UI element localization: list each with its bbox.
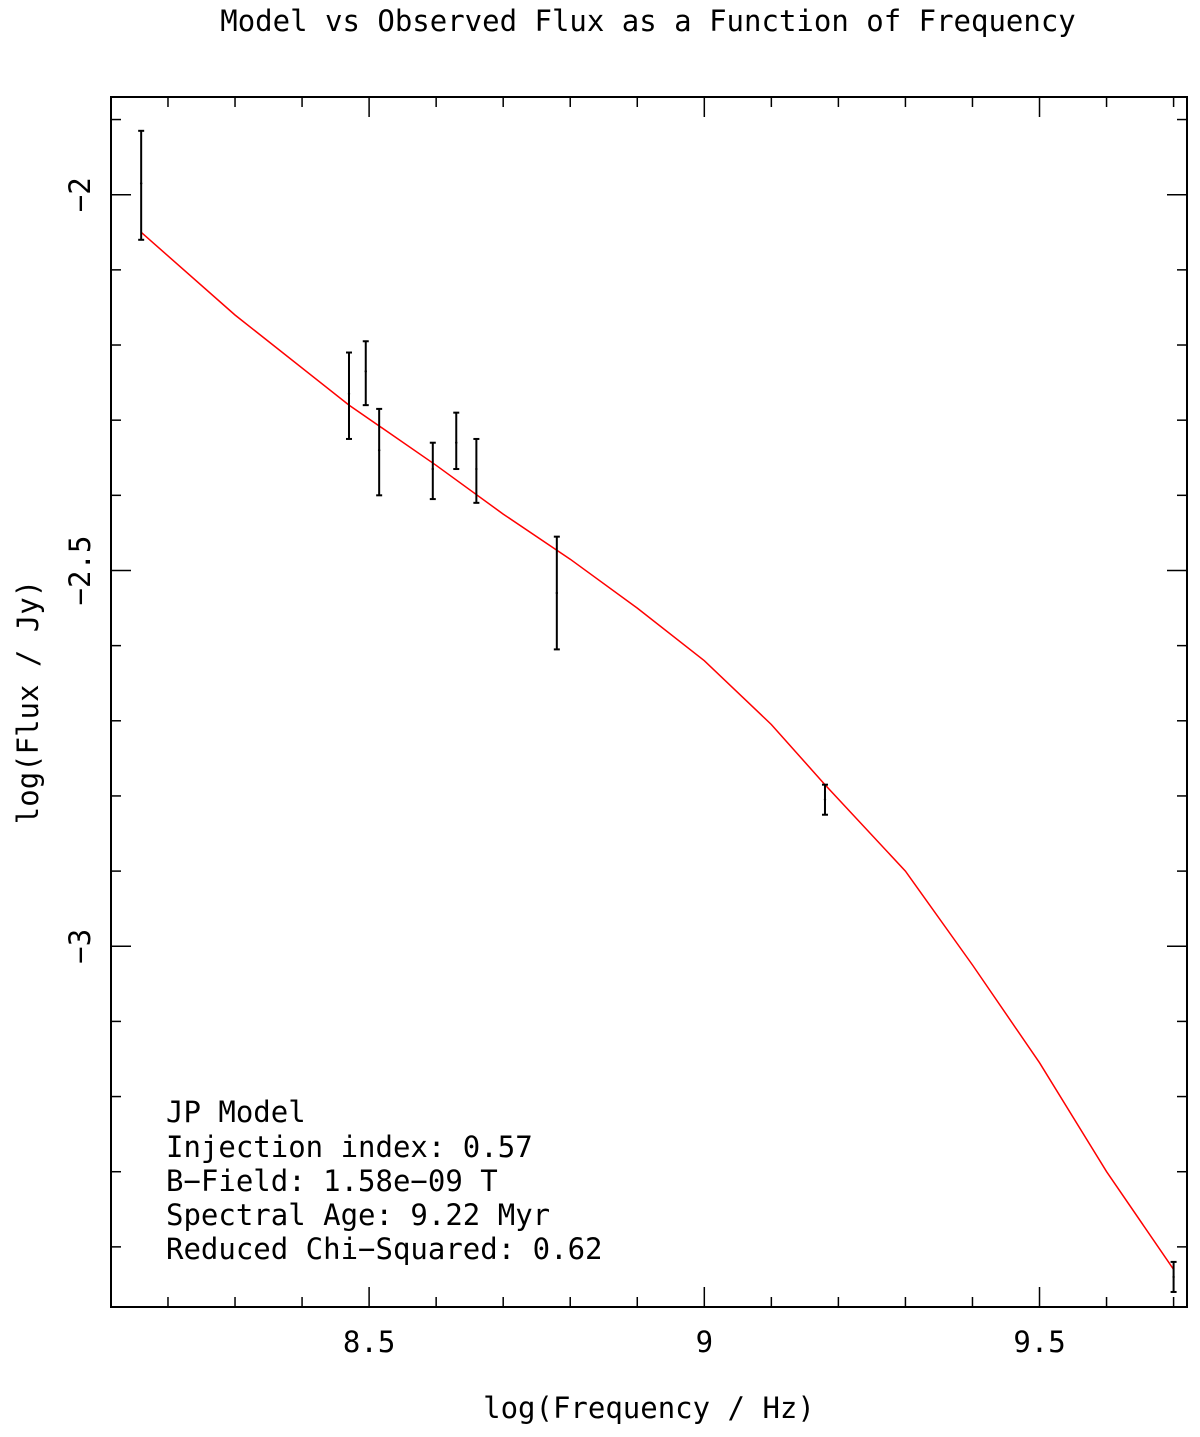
observed-point-0	[138, 129, 145, 241]
annotation-b-field: B−Field: 1.58e−09 T	[166, 1164, 498, 1198]
observed-point-1	[345, 351, 352, 440]
y-tick-label-1: −2.5	[63, 536, 97, 606]
data-point-7	[555, 591, 559, 595]
chart-title: Model vs Observed Flux as a Function of …	[220, 4, 1076, 38]
observed-point-2	[362, 340, 369, 407]
data-point-0	[139, 182, 143, 185]
observed-point-6	[473, 437, 480, 504]
plot-frame	[110, 96, 1188, 1308]
data-point-8	[823, 798, 827, 801]
data-point-1	[347, 392, 351, 396]
observed-point-7	[553, 535, 560, 651]
y-axis-label: log(Flux / Jy)	[11, 580, 45, 824]
observed-point-8	[821, 783, 828, 816]
data-point-3	[377, 449, 381, 452]
y-tick-label-2: −3	[63, 929, 97, 964]
data-point-2	[364, 370, 367, 373]
data-point-5	[455, 441, 458, 444]
data-point-6	[475, 467, 478, 471]
x-tick-label-1: 9	[696, 1325, 713, 1359]
model-annotations: JP Model Injection index: 0.57 B−Field: …	[166, 1095, 603, 1266]
annotation-model: JP Model	[166, 1095, 306, 1129]
annotation-injection-index: Injection index: 0.57	[166, 1130, 533, 1164]
observed-point-9	[1170, 1260, 1177, 1293]
y-tick-label-0: −2	[63, 177, 97, 212]
data-point-4	[431, 467, 434, 471]
annotation-reduced-chi-squared: Reduced Chi−Squared: 0.62	[166, 1232, 603, 1266]
observed-point-5	[453, 411, 460, 471]
x-axis-label: log(Frequency / Hz)	[483, 1391, 815, 1425]
observed-points	[138, 129, 1177, 1293]
model-curve	[140, 231, 1175, 1270]
x-tick-label-2: 9.5	[1013, 1325, 1065, 1359]
annotation-spectral-age: Spectral Age: 9.22 Myr	[166, 1198, 550, 1232]
axis-ticks	[111, 97, 1187, 1307]
x-tick-label-0: 8.5	[343, 1325, 395, 1359]
axis-tick-labels: 8.5 9 9.5 −2 −2.5 −3	[63, 177, 1066, 1359]
observed-point-3	[376, 407, 383, 497]
data-point-9	[1172, 1275, 1175, 1279]
observed-point-4	[429, 441, 436, 501]
